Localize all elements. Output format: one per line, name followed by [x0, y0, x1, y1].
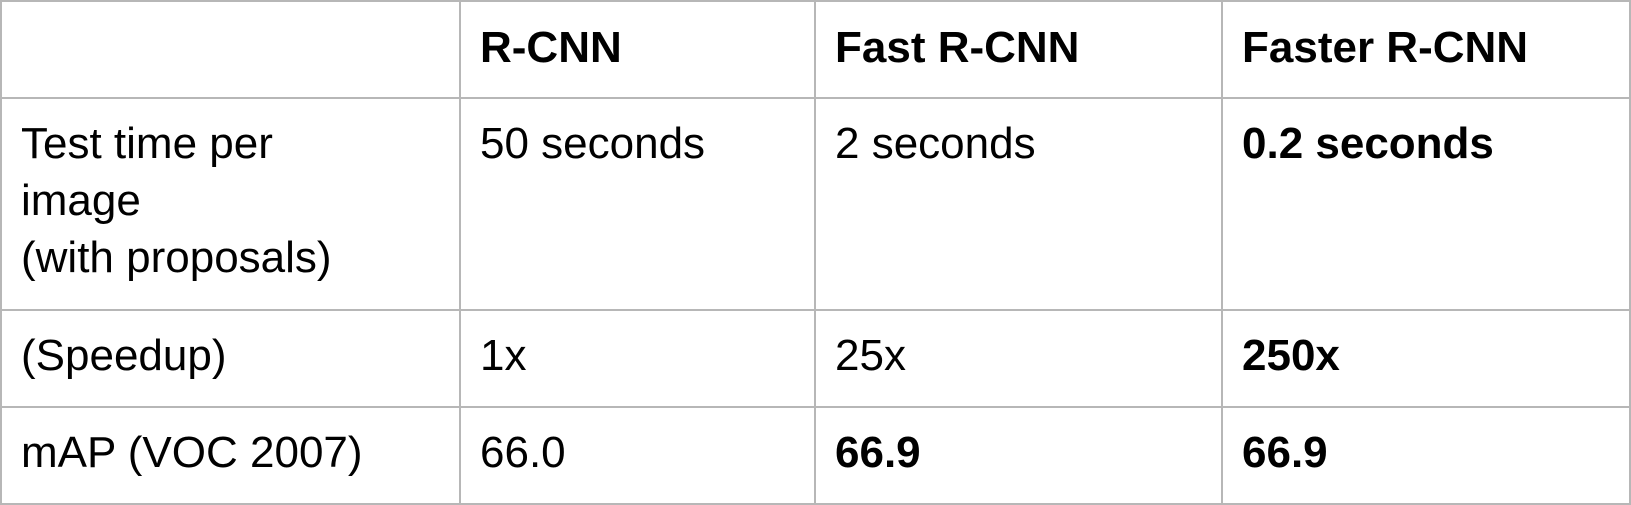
table-row-speedup: (Speedup) 1x 25x 250x: [0, 309, 1631, 408]
row-label-test-time: Test time per image (with proposals): [0, 97, 461, 311]
table-row-test-time: Test time per image (with proposals) 50 …: [0, 97, 1631, 311]
cell-test-time-faster-rcnn: 0.2 seconds: [1221, 97, 1631, 311]
header-row: R-CNN Fast R-CNN Faster R-CNN: [0, 0, 1631, 99]
cell-map-rcnn: 66.0: [459, 406, 816, 505]
header-cell-empty: [0, 0, 461, 99]
cell-test-time-rcnn: 50 seconds: [459, 97, 816, 311]
header-cell-rcnn: R-CNN: [459, 0, 816, 99]
table-row-map: mAP (VOC 2007) 66.0 66.9 66.9: [0, 406, 1631, 505]
cell-map-fast-rcnn: 66.9: [814, 406, 1223, 505]
cell-speedup-faster-rcnn: 250x: [1221, 309, 1631, 408]
cell-test-time-fast-rcnn: 2 seconds: [814, 97, 1223, 311]
row-label-map: mAP (VOC 2007): [0, 406, 461, 505]
header-cell-faster-rcnn: Faster R-CNN: [1221, 0, 1631, 99]
cell-map-faster-rcnn: 66.9: [1221, 406, 1631, 505]
cell-speedup-fast-rcnn: 25x: [814, 309, 1223, 408]
cell-speedup-rcnn: 1x: [459, 309, 816, 408]
header-cell-fast-rcnn: Fast R-CNN: [814, 0, 1223, 99]
row-label-speedup: (Speedup): [0, 309, 461, 408]
